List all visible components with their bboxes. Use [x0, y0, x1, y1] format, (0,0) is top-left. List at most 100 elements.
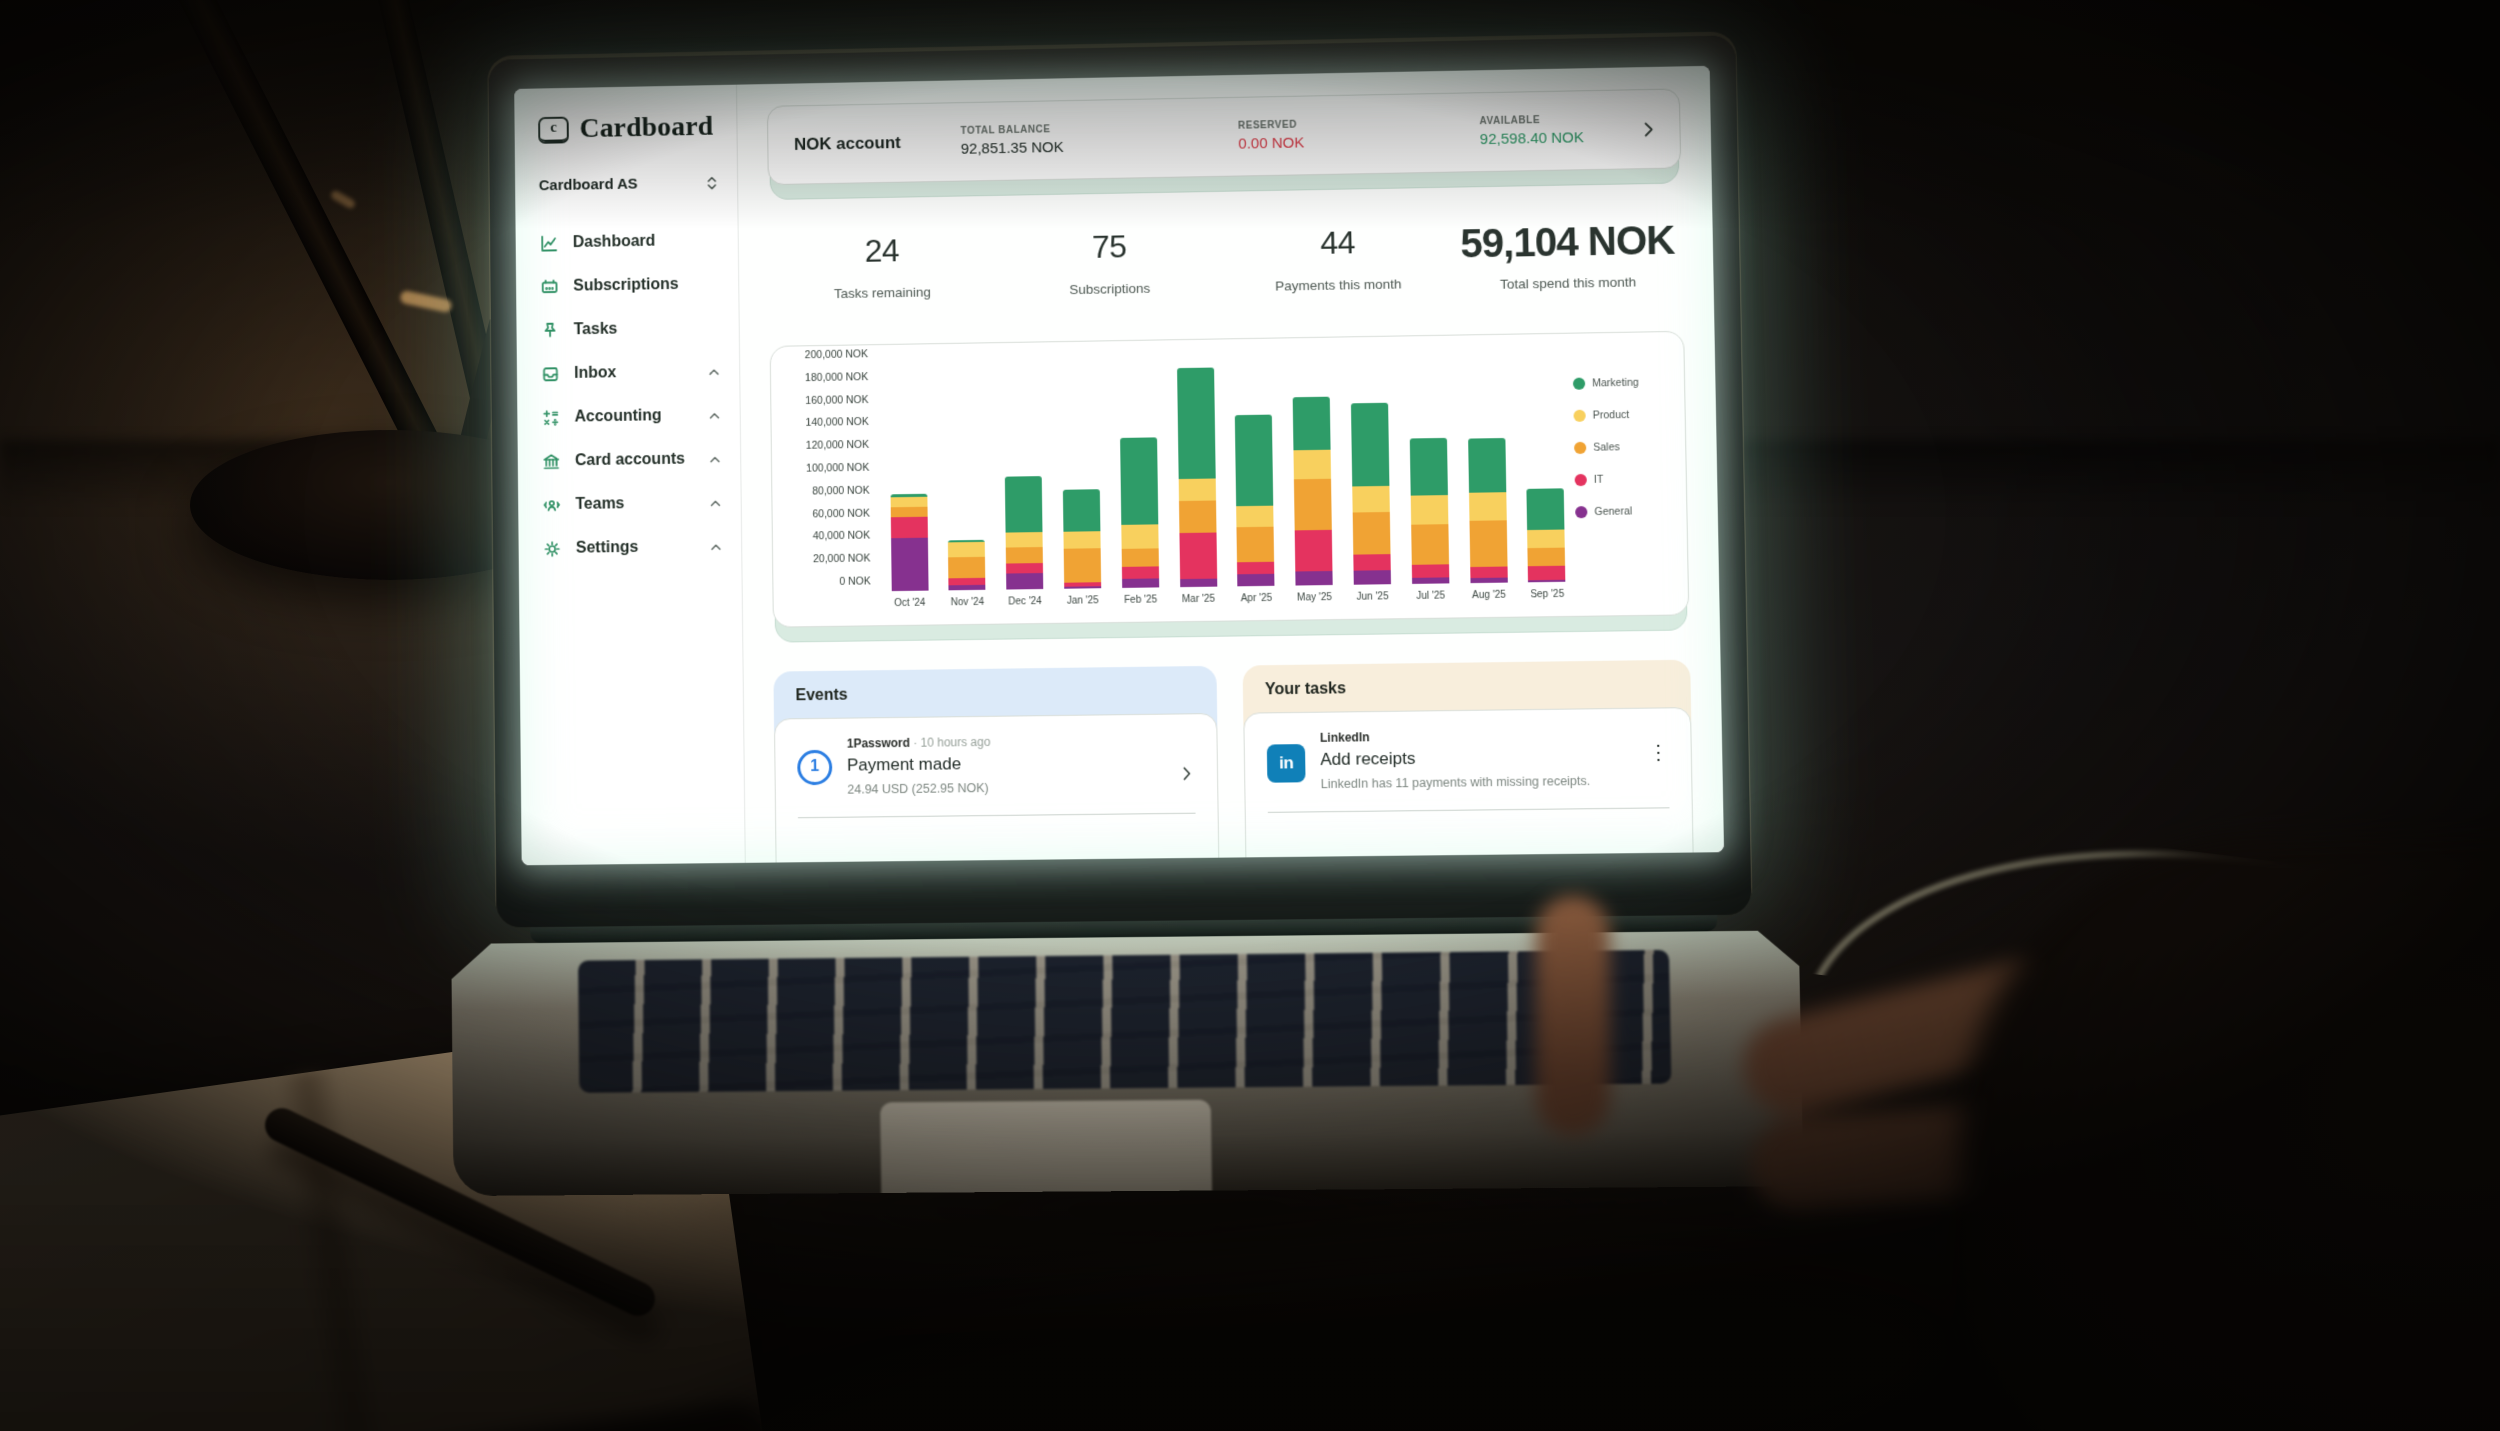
linkedin-icon: in [1266, 743, 1306, 783]
stacked-bar [1350, 402, 1391, 585]
bar-segment-sales [1294, 478, 1333, 531]
bar-segment-it [1294, 530, 1333, 572]
bar-segment-marketing [1176, 367, 1216, 479]
caret-up-icon[interactable] [709, 368, 720, 375]
stacked-bar [948, 539, 986, 591]
bar-group: Apr '25 [1232, 367, 1278, 611]
y-tick-label: 60,000 NOK [812, 507, 870, 521]
bar-segment-general [1295, 571, 1333, 586]
legend-item-general: General [1575, 505, 1672, 519]
brand-logo[interactable]: c Cardboard [538, 111, 717, 146]
task-item-add-receipts[interactable]: in LinkedIn Add receipts LinkedIn has 11… [1266, 726, 1670, 813]
stacked-bar [1062, 488, 1102, 589]
bar-segment-product [1063, 531, 1101, 549]
your-tasks-panel-title: Your tasks [1264, 680, 1347, 699]
bar-group: Mar '25 [1174, 367, 1220, 611]
bar-group: May '25 [1290, 366, 1336, 610]
laptop-screen-bezel: c Cardboard Cardboard AS Dashboard [488, 35, 1752, 928]
metric-available: AVAILABLE 92,598.40 NOK [1479, 115, 1585, 149]
bar-segment-marketing [1119, 436, 1159, 526]
bar-segment-it [1121, 566, 1159, 579]
sidebar-item-tasks[interactable]: Tasks [540, 306, 719, 353]
sidebar-item-teams[interactable]: Teams [542, 481, 721, 527]
metric-reserved: RESERVED 0.00 NOK [1237, 119, 1305, 153]
stacked-bar [1526, 487, 1566, 583]
legend-dot [1574, 441, 1587, 455]
account-summary-card[interactable]: NOK account TOTAL BALANCE 92,851.35 NOK … [766, 88, 1682, 186]
y-tick-label: 40,000 NOK [812, 529, 871, 543]
bar-segment-sales [1121, 548, 1159, 568]
legend-item-it: IT [1574, 473, 1672, 487]
bar-segment-sales [1178, 500, 1217, 534]
stats-row: 24 Tasks remaining 75 Subscriptions 44 P… [768, 219, 1683, 305]
stacked-bar [1176, 367, 1217, 588]
x-tick-label: Feb '25 [1124, 594, 1158, 606]
bar-segment-marketing [1235, 414, 1274, 507]
bar-group: Feb '25 [1116, 368, 1161, 611]
y-tick-label: 200,000 NOK [804, 348, 869, 362]
legend-dot [1572, 377, 1586, 390]
bar-segment-sales [1527, 547, 1566, 567]
bar-segment-product [1005, 531, 1043, 548]
bar-segment-marketing [1467, 438, 1506, 493]
bar-segment-marketing [1004, 475, 1043, 533]
bar-group: Oct '24 [886, 372, 931, 615]
bar-group: Aug '25 [1464, 363, 1510, 607]
x-tick-label: Mar '25 [1181, 593, 1216, 606]
account-summary-section: NOK account TOTAL BALANCE 92,851.35 NOK … [766, 88, 1682, 200]
bar-segment-sales [1469, 520, 1508, 567]
caret-up-icon[interactable] [709, 456, 720, 463]
bank-icon [541, 452, 561, 472]
chart-y-axis: 0 NOK 20,000 NOK 40,000 NOK 60,000 NOK 80,00… [791, 348, 881, 601]
sidebar-nav: Dashboard Subscriptions Tasks Inbox [539, 219, 721, 571]
sidebar-item-dashboard[interactable]: Dashboard [539, 219, 718, 266]
account-metrics: TOTAL BALANCE 92,851.35 NOK RESERVED 0.0… [960, 113, 1644, 158]
stacked-bar [1409, 438, 1450, 584]
bar-segment-sales [1063, 548, 1102, 583]
bar-segment-marketing [1292, 396, 1331, 451]
event-item-payment-made[interactable]: 1 1Password · 10 hours ago Payment made [797, 732, 1196, 819]
bar-segment-product [948, 541, 986, 558]
spend-chart-section: 0 NOK 20,000 NOK 40,000 NOK 60,000 NOK 80,00… [769, 330, 1690, 643]
legend-item-marketing: Marketing [1572, 376, 1670, 390]
sidebar-item-accounting[interactable]: Accounting [541, 393, 720, 440]
bottom-panels: Events 1 1Password · 10 hours ago [773, 659, 1696, 866]
chevron-right-icon[interactable] [1183, 766, 1191, 780]
task-meta: LinkedIn [1319, 730, 1370, 745]
caret-up-icon[interactable] [709, 412, 720, 419]
your-tasks-panel: Your tasks in LinkedIn Add receipts [1242, 659, 1696, 866]
x-tick-label: Aug '25 [1471, 589, 1507, 602]
x-tick-label: Jul '25 [1416, 590, 1446, 602]
bar-segment-general [1237, 574, 1275, 587]
sidebar-item-inbox[interactable]: Inbox [540, 350, 719, 397]
people-icon [542, 495, 562, 515]
bar-segment-marketing [1409, 438, 1448, 496]
sidebar-item-settings[interactable]: Settings [542, 525, 721, 571]
events-list-card: 1 1Password · 10 hours ago Payment made [773, 712, 1221, 866]
chart-plot: Oct '24 Nov '24 Dec '24 Jan '25 Feb '25 Mar '… [878, 362, 1577, 615]
inbox-icon [541, 364, 561, 384]
caret-up-icon[interactable] [710, 499, 721, 506]
x-tick-label: Sep '25 [1530, 588, 1565, 601]
account-name: NOK account [793, 133, 901, 154]
task-description: LinkedIn has 11 payments with missing re… [1320, 773, 1591, 792]
org-switcher[interactable]: Cardboard AS [539, 174, 718, 194]
sidebar-item-card-accounts[interactable]: Card accounts [541, 437, 720, 483]
gear-icon [542, 539, 562, 559]
bar-segment-sales [1410, 523, 1449, 565]
caret-up-icon[interactable] [710, 543, 721, 550]
y-tick-label: 0 NOK [839, 575, 871, 588]
line-chart-icon [539, 233, 559, 253]
bar-group: Jan '25 [1059, 369, 1104, 612]
kebab-menu-icon[interactable]: ⋮ [1648, 741, 1669, 764]
chevron-right-icon[interactable] [1644, 121, 1653, 136]
bar-segment-sales [1005, 546, 1044, 564]
sidebar-item-subscriptions[interactable]: Subscriptions [540, 262, 719, 309]
bar-group: Sep '25 [1522, 362, 1569, 606]
bar-segment-sales [890, 506, 928, 518]
y-tick-label: 100,000 NOK [806, 461, 870, 475]
legend-dot [1575, 506, 1588, 519]
bar-segment-product [1178, 478, 1216, 502]
x-tick-label: May '25 [1296, 591, 1332, 604]
